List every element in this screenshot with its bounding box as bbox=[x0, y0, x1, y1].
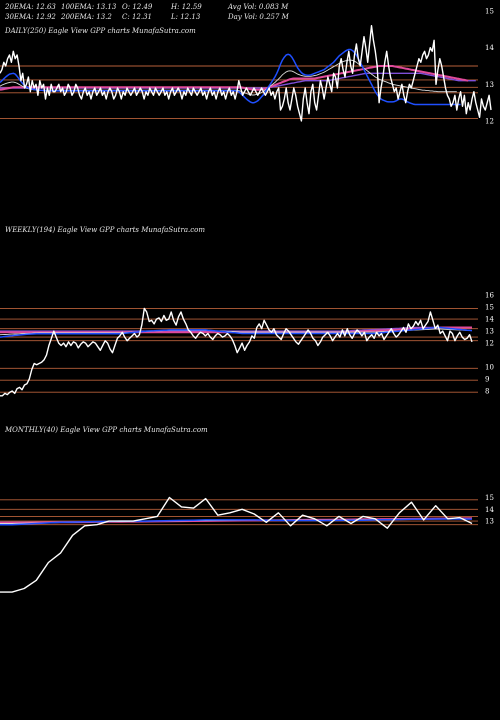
weekly-y-tick-label: 9 bbox=[485, 376, 489, 384]
daily-y-tick-label: 13 bbox=[485, 81, 494, 89]
daily-y-tick-label: 15 bbox=[485, 8, 494, 16]
header-200ema: 200EMA: 13.2 bbox=[60, 13, 112, 21]
weekly-y-tick-label: 12 bbox=[485, 340, 494, 348]
header-avg-vol: Avg Vol: 0.083 M bbox=[227, 3, 289, 11]
header-100ema: 100EMA: 13.13 bbox=[61, 3, 117, 11]
daily-panel: DAILY(250) Eagle View GPP charts MunafaS… bbox=[0, 8, 494, 126]
daily-y-tick-label: 12 bbox=[485, 118, 494, 126]
monthly-y-tick-label: 13 bbox=[485, 518, 494, 526]
monthly-panel-label: MONTHLY(40) Eagle View GPP charts Munafa… bbox=[4, 426, 208, 434]
monthly-panel: MONTHLY(40) Eagle View GPP charts Munafa… bbox=[0, 426, 494, 593]
daily-panel-label: DAILY(250) Eagle View GPP charts MunafaS… bbox=[4, 27, 196, 35]
daily-price-line bbox=[0, 25, 492, 122]
weekly-y-tick-label: 14 bbox=[485, 316, 494, 324]
header-low: L: 12.13 bbox=[170, 13, 201, 21]
header-20ema: 20EMA: 12.63 bbox=[4, 3, 56, 11]
weekly-y-tick-label: 15 bbox=[485, 304, 494, 312]
monthly-price-line bbox=[0, 496, 473, 593]
weekly-y-tick-label: 16 bbox=[485, 292, 494, 300]
header-open: O: 12.49 bbox=[122, 3, 153, 11]
monthly-y-tick-label: 15 bbox=[485, 494, 494, 502]
weekly-panel-label: WEEKLY(194) Eagle View GPP charts Munafa… bbox=[5, 226, 205, 234]
indicator-header: 20EMA: 12.63 30EMA: 12.92 100EMA: 13.13 … bbox=[4, 3, 290, 21]
header-30ema: 30EMA: 12.92 bbox=[5, 13, 56, 21]
daily-y-tick-label: 14 bbox=[485, 44, 494, 52]
header-high: H: 12.59 bbox=[170, 3, 202, 11]
header-day-vol: Day Vol: 0.257 M bbox=[227, 13, 290, 21]
weekly-y-tick-label: 13 bbox=[485, 328, 494, 336]
weekly-ema-long-line bbox=[0, 326, 472, 332]
weekly-y-tick-label: 10 bbox=[485, 364, 494, 372]
weekly-y-tick-label: 8 bbox=[485, 388, 489, 396]
header-close: C: 12.31 bbox=[122, 13, 152, 21]
weekly-panel: WEEKLY(194) Eagle View GPP charts Munafa… bbox=[0, 226, 494, 397]
monthly-y-tick-label: 14 bbox=[485, 506, 494, 514]
weekly-price-line bbox=[0, 307, 473, 397]
